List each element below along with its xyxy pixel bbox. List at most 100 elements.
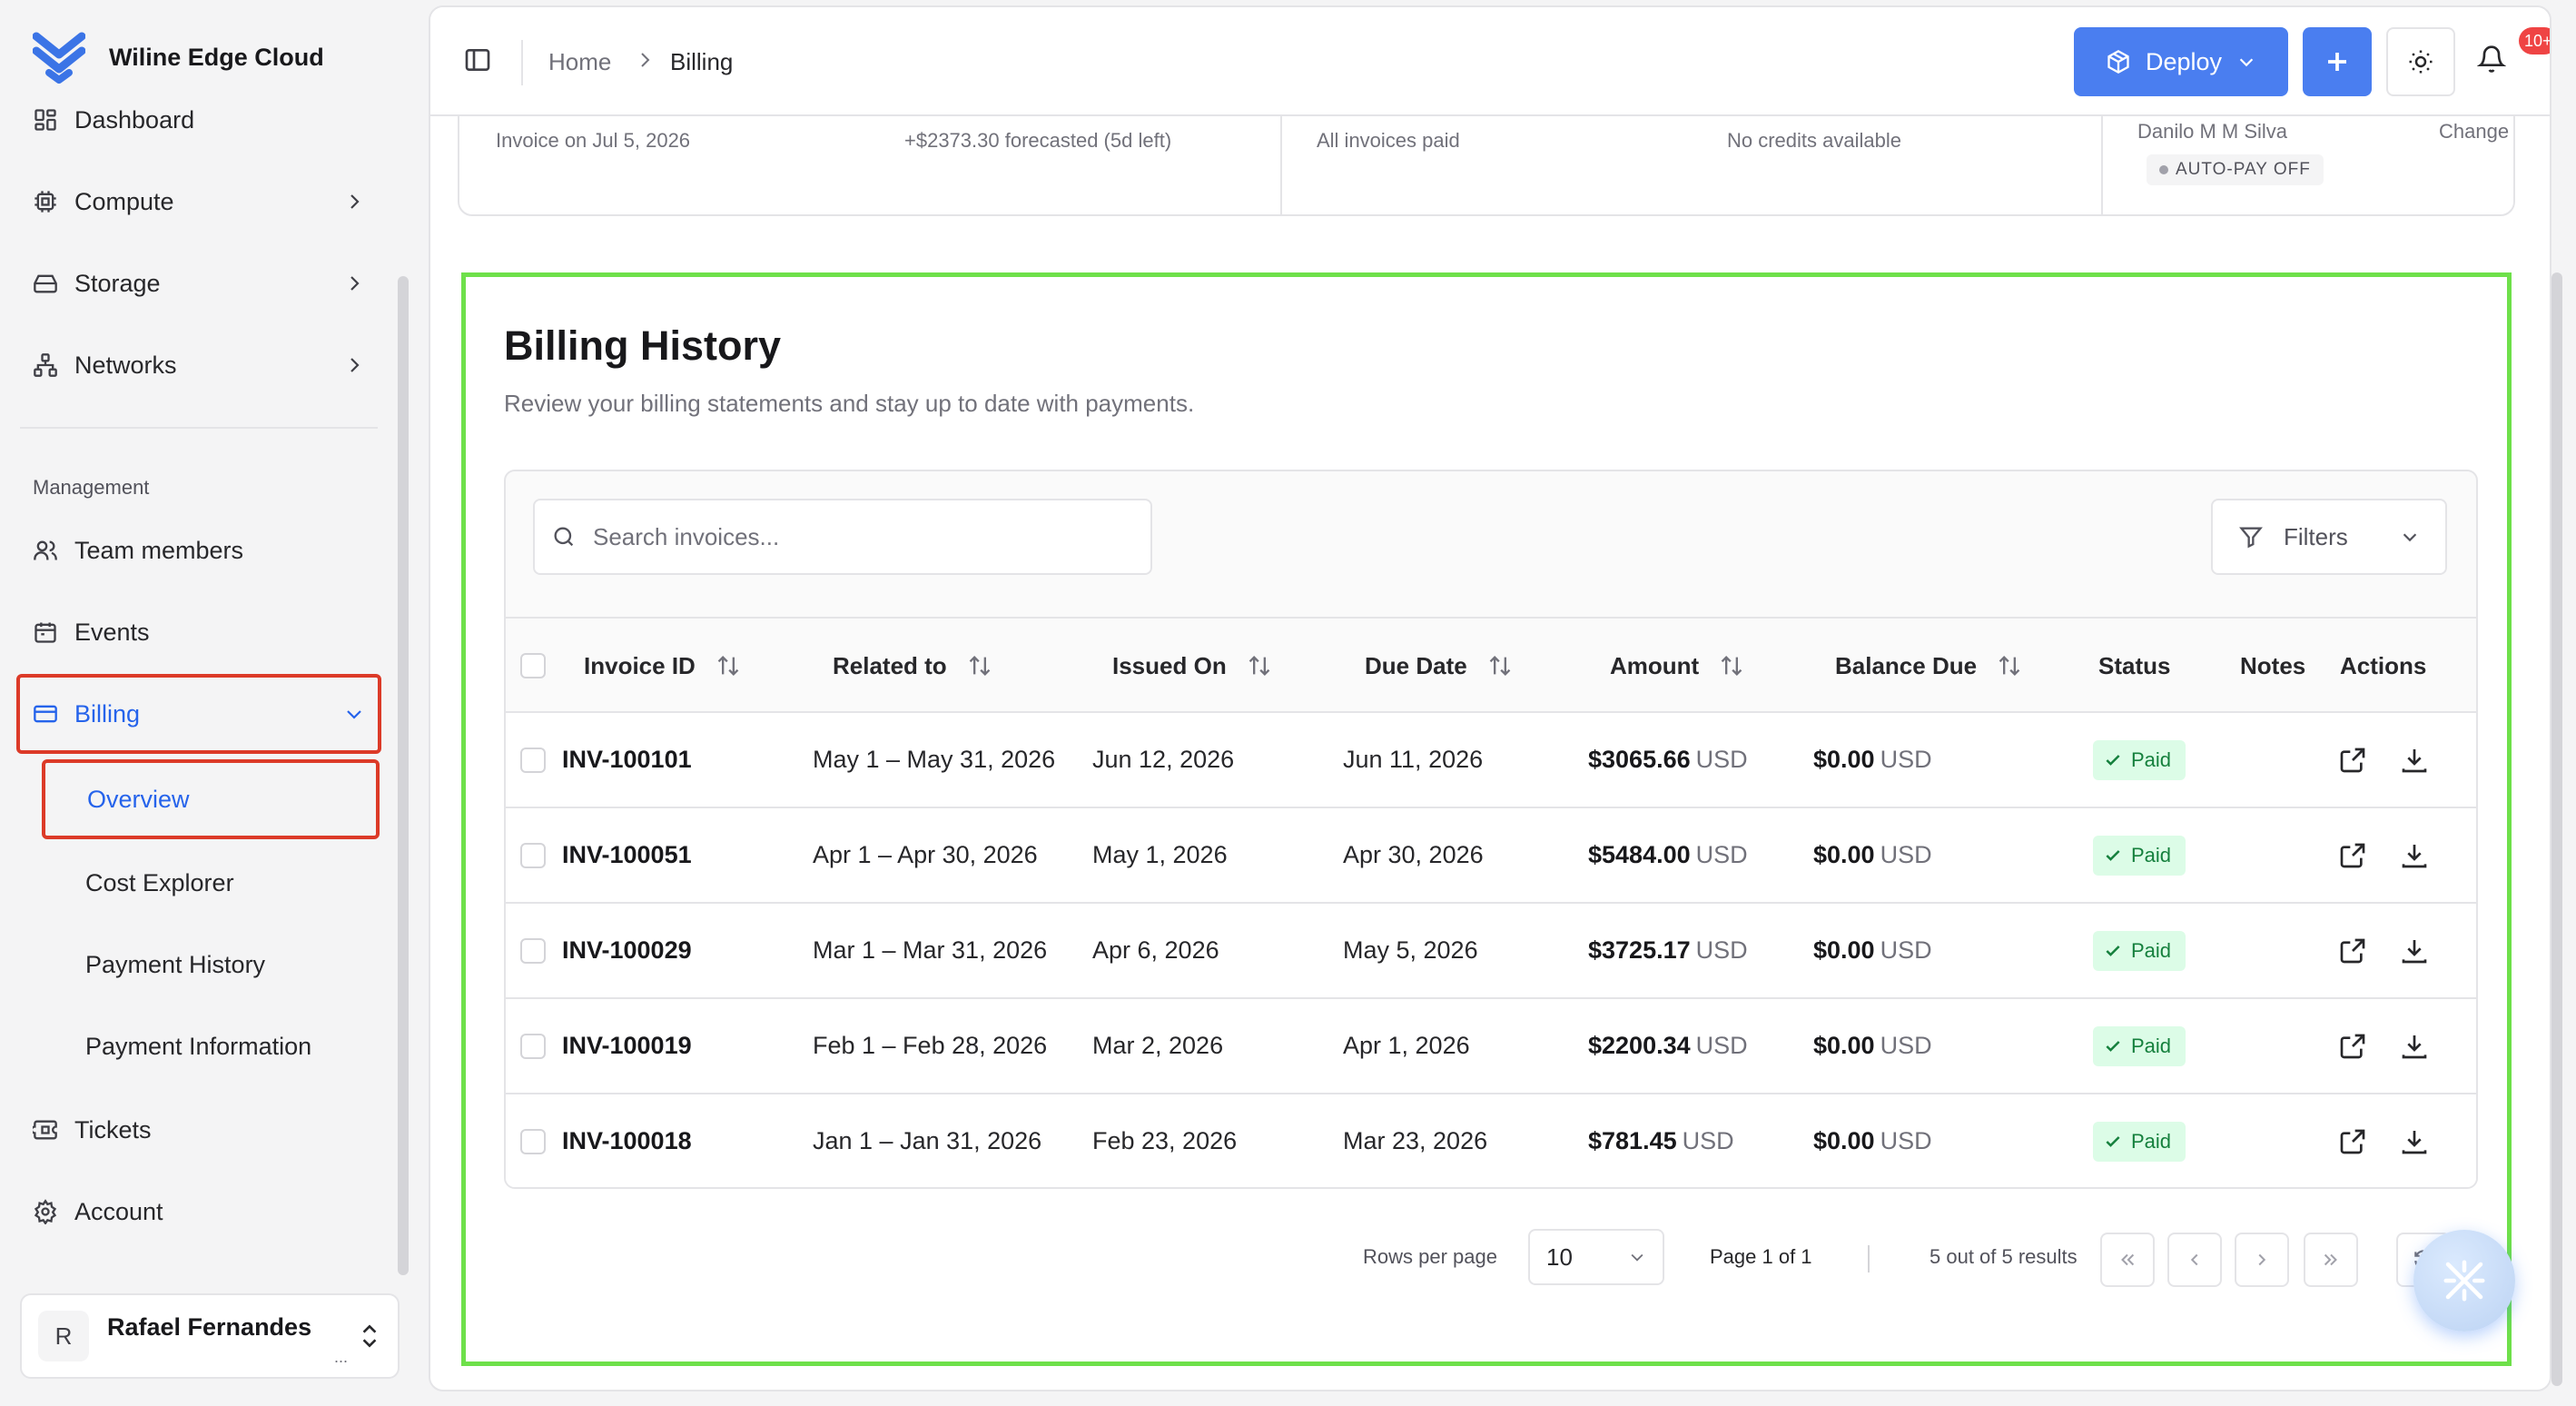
- package-icon: [2106, 49, 2131, 74]
- table-header: Invoice ID Related to Issued On Due Date…: [506, 617, 2476, 713]
- sidebar-toggle-icon[interactable]: [463, 45, 492, 74]
- invoice-id[interactable]: INV-100029: [562, 936, 692, 964]
- table-row[interactable]: INV-100018 Jan 1 – Jan 31, 2026 Feb 23, …: [506, 1094, 2476, 1187]
- table-row[interactable]: INV-100101 May 1 – May 31, 2026 Jun 12, …: [506, 713, 2476, 808]
- sort-icon: [716, 653, 741, 678]
- next-page-button[interactable]: [2235, 1233, 2289, 1287]
- sidebar-item-label: Tickets: [74, 1115, 152, 1144]
- row-checkbox[interactable]: [520, 748, 546, 773]
- related-to: May 1 – May 31, 2026: [813, 746, 1056, 773]
- sidebar-subitem-cost-explorer[interactable]: Cost Explorer: [45, 847, 376, 919]
- currency: USD: [1695, 746, 1748, 773]
- currency: USD: [1695, 936, 1748, 964]
- last-page-button[interactable]: [2304, 1233, 2358, 1287]
- invoice-date: Invoice on Jul 5, 2026: [496, 129, 691, 152]
- download-icon[interactable]: [2400, 746, 2429, 775]
- sidebar-item-dashboard[interactable]: Dashboard: [20, 107, 378, 156]
- row-checkbox[interactable]: [520, 843, 546, 868]
- sidebar-item-team-members[interactable]: Team members: [20, 514, 378, 587]
- brand[interactable]: Wiline Edge Cloud: [33, 25, 324, 89]
- sidebar-scrollbar[interactable]: [398, 276, 409, 1275]
- sidebar-item-storage[interactable]: Storage: [20, 247, 378, 320]
- filters-button[interactable]: Filters: [2211, 499, 2447, 575]
- search-box[interactable]: [533, 499, 1152, 575]
- column-header-related-to[interactable]: Related to: [833, 619, 992, 713]
- table-row[interactable]: INV-100019 Feb 1 – Feb 28, 2026 Mar 2, 2…: [506, 999, 2476, 1094]
- sidebar-item-events[interactable]: Events: [20, 596, 378, 668]
- currency: USD: [1880, 746, 1932, 773]
- download-icon[interactable]: [2400, 841, 2429, 870]
- amount-value: $781.45: [1588, 1127, 1677, 1154]
- summary-divider: [1280, 64, 1282, 214]
- amount: $781.45 USD: [1588, 1094, 1734, 1187]
- status-label: Paid: [2131, 844, 2172, 866]
- column-header-actions: Actions: [2340, 619, 2426, 713]
- download-icon[interactable]: [2400, 1127, 2429, 1156]
- theme-toggle-button[interactable]: [2386, 27, 2455, 96]
- external-link-icon[interactable]: [2338, 1127, 2367, 1156]
- sidebar-item-compute[interactable]: Compute: [20, 165, 378, 238]
- download-icon[interactable]: [2400, 936, 2429, 965]
- table-row[interactable]: INV-100051 Apr 1 – Apr 30, 2026 May 1, 2…: [506, 808, 2476, 904]
- invoice-id[interactable]: INV-100101: [562, 746, 692, 773]
- select-all-checkbox[interactable]: [520, 653, 546, 678]
- status-badge: Paid: [2093, 836, 2186, 876]
- amount-value: $3065.66: [1588, 746, 1691, 773]
- amount: $3065.66 USD: [1588, 713, 1748, 807]
- first-page-button[interactable]: [2100, 1233, 2155, 1287]
- balance-due: $0.00 USD: [1813, 999, 1932, 1093]
- sun-icon: [2407, 48, 2434, 75]
- chevrons-up-down-icon: [358, 1322, 381, 1350]
- search-input[interactable]: [593, 522, 1120, 551]
- bell-icon[interactable]: [2477, 44, 2506, 74]
- balance-value: $0.00: [1813, 841, 1875, 868]
- external-link-icon[interactable]: [2338, 841, 2367, 870]
- sidebar-item-billing[interactable]: Billing: [16, 674, 381, 754]
- sidebar-item-account[interactable]: Account: [20, 1175, 378, 1248]
- column-label: Due Date: [1365, 651, 1467, 679]
- sidebar-nav: Dashboard Compute Storage Networks: [0, 107, 400, 1279]
- credit-card-icon: [33, 701, 58, 727]
- row-checkbox[interactable]: [520, 1129, 546, 1154]
- external-link-icon[interactable]: [2338, 1032, 2367, 1061]
- user-menu[interactable]: R Rafael Fernandes ...: [20, 1293, 400, 1379]
- download-icon[interactable]: [2400, 1032, 2429, 1061]
- column-header-amount[interactable]: Amount: [1610, 619, 1744, 713]
- breadcrumb-home[interactable]: Home: [548, 48, 612, 75]
- row-checkbox[interactable]: [520, 938, 546, 964]
- table-row[interactable]: INV-100029 Mar 1 – Mar 31, 2026 Apr 6, 2…: [506, 904, 2476, 999]
- external-link-icon[interactable]: [2338, 746, 2367, 775]
- sidebar-item-tickets[interactable]: Tickets: [20, 1094, 378, 1166]
- sidebar-subitem-overview[interactable]: Overview: [42, 759, 380, 839]
- column-header-due-date[interactable]: Due Date: [1365, 619, 1513, 713]
- invoices-table-card: Filters Invoice ID Related to Issued On: [504, 470, 2478, 1189]
- filters-label: Filters: [2284, 522, 2348, 550]
- rows-per-page-select[interactable]: 10: [1528, 1229, 1664, 1285]
- sidebar-item-label: Account: [74, 1197, 163, 1225]
- deploy-label: Deploy: [2145, 47, 2223, 75]
- change-link[interactable]: Change: [2439, 120, 2510, 143]
- invoice-id[interactable]: INV-100019: [562, 1032, 692, 1059]
- external-link-icon[interactable]: [2338, 936, 2367, 965]
- invoice-id[interactable]: INV-100018: [562, 1127, 692, 1154]
- column-header-invoice-id[interactable]: Invoice ID: [584, 619, 741, 713]
- sidebar-subitem-payment-history[interactable]: Payment History: [45, 928, 376, 1001]
- page-indicator: Page 1 of 1: [1710, 1245, 1812, 1268]
- avatar: R: [38, 1311, 89, 1361]
- deploy-button[interactable]: Deploy: [2074, 27, 2288, 96]
- column-header-issued-on[interactable]: Issued On: [1112, 619, 1272, 713]
- gear-icon: [33, 1199, 58, 1224]
- column-header-balance-due[interactable]: Balance Due: [1835, 619, 2022, 713]
- invoice-id[interactable]: INV-100051: [562, 841, 692, 868]
- dashboard-icon: [33, 107, 58, 133]
- row-checkbox[interactable]: [520, 1034, 546, 1059]
- main-scrollbar[interactable]: [2551, 272, 2562, 1386]
- sidebar: Wiline Edge Cloud Dashboard Compute Stor…: [0, 0, 414, 1406]
- sidebar-subitem-payment-information[interactable]: Payment Information: [45, 1010, 376, 1083]
- sidebar-item-networks[interactable]: Networks: [20, 329, 378, 401]
- assistant-fab[interactable]: [2413, 1230, 2515, 1332]
- previous-page-button[interactable]: [2167, 1233, 2222, 1287]
- chevron-down-icon: [2236, 52, 2256, 72]
- chevron-left-icon: [2185, 1250, 2205, 1270]
- add-button[interactable]: [2303, 27, 2372, 96]
